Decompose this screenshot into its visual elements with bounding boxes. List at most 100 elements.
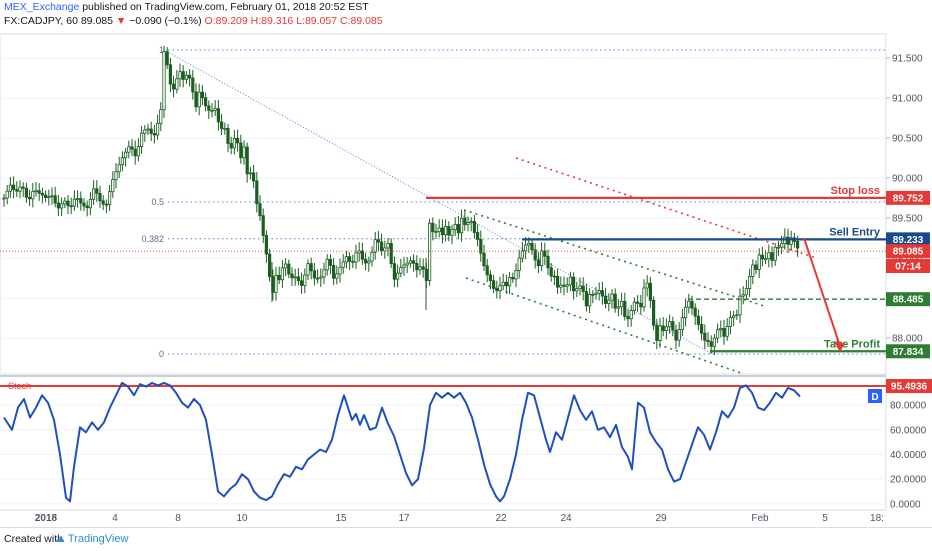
candle-body xyxy=(674,329,678,341)
candle-body xyxy=(69,205,73,208)
candle-body xyxy=(37,190,41,194)
candle-body xyxy=(79,198,83,204)
stoch-tick-label: 60.0000 xyxy=(890,425,927,436)
candle-body xyxy=(661,325,665,331)
candle-body xyxy=(639,302,643,308)
candle-body xyxy=(533,249,537,261)
candle-body xyxy=(114,171,118,180)
candle-body xyxy=(290,273,294,279)
trend-lines[interactable] xyxy=(463,157,817,375)
candle-body xyxy=(21,186,25,189)
candle-body xyxy=(514,270,518,280)
down-arrow-icon: ▼ xyxy=(115,15,127,27)
candle-body xyxy=(152,133,156,136)
candle-body xyxy=(309,263,313,272)
stoch-tick-label: 40.0000 xyxy=(890,450,927,461)
candle-body xyxy=(187,74,192,79)
candle-body xyxy=(562,284,566,287)
candle-body xyxy=(18,186,22,192)
candle-body xyxy=(303,274,307,286)
candle-body xyxy=(610,293,614,301)
candle-body xyxy=(776,246,781,249)
candle-body xyxy=(34,190,38,193)
candle-body xyxy=(751,264,755,277)
candle-body xyxy=(264,235,269,255)
fib-retracement[interactable]: 1 0.5 0.382 0 xyxy=(141,45,886,359)
candle-body xyxy=(728,317,733,327)
candle-body xyxy=(607,299,611,304)
candle-body xyxy=(536,259,541,267)
candle-body xyxy=(360,250,365,260)
candle-body xyxy=(85,205,89,209)
candle-body xyxy=(498,285,502,292)
candle-body xyxy=(389,243,393,264)
candle-body xyxy=(306,263,310,276)
resistance-trendline xyxy=(515,157,817,259)
symbol-name[interactable]: FX:CADJPY, 60 xyxy=(4,15,78,27)
candle-body xyxy=(226,127,230,144)
stoch-tick-label: 20.0000 xyxy=(890,475,927,486)
candle-body xyxy=(463,217,467,225)
chart-area[interactable]: 1 0.5 0.382 0 Stop loss Sell Entry Take Profi… xyxy=(0,0,932,527)
candle-body xyxy=(72,198,76,207)
candle-body xyxy=(88,198,92,209)
time-tick-label: 18: xyxy=(870,513,884,524)
candle-body xyxy=(120,157,124,166)
candle-body xyxy=(575,288,579,292)
level-price-tag xyxy=(886,292,930,307)
candle-body xyxy=(527,242,531,246)
candle-body xyxy=(24,187,29,198)
time-tick-label: 8 xyxy=(175,513,181,524)
tradingview-logo[interactable]: ☁ TradingView xyxy=(54,532,128,545)
candle-body xyxy=(584,291,589,307)
candle-body xyxy=(501,281,505,287)
arrow-head-icon xyxy=(834,341,845,353)
stoch-tick-label: 80.0000 xyxy=(890,401,927,412)
candle-body xyxy=(197,91,201,108)
candle-body xyxy=(31,191,35,200)
stoch-series xyxy=(3,381,801,503)
time-tick-label: 4 xyxy=(112,513,118,524)
candle-body xyxy=(296,276,301,282)
level-name: Stop loss xyxy=(830,185,880,197)
candle-body xyxy=(456,224,461,234)
candle-body xyxy=(261,215,265,236)
candle-body xyxy=(732,315,736,319)
time-tick-label: 24 xyxy=(560,513,572,524)
candle-body xyxy=(111,179,115,193)
stoch-tick-label: 0.0000 xyxy=(890,499,921,510)
candle-body xyxy=(136,146,140,157)
candle-body xyxy=(411,260,416,264)
candle-body xyxy=(223,127,227,130)
candle-body xyxy=(328,258,333,266)
candle-body xyxy=(552,275,557,278)
trade-levels[interactable]: Stop loss Sell Entry Take Profit xyxy=(426,185,886,353)
candle-body xyxy=(645,282,649,289)
candle-body xyxy=(652,299,656,326)
candle-body xyxy=(770,252,774,261)
candle-body xyxy=(200,91,204,99)
candle-body xyxy=(239,142,243,159)
candle-body xyxy=(245,146,249,175)
time-tick-label: Feb xyxy=(751,513,769,524)
current-price-label: 89.085 xyxy=(893,247,924,258)
candle-body xyxy=(232,137,236,149)
candle-body xyxy=(488,274,493,282)
candle-body xyxy=(549,267,553,277)
candle-body xyxy=(722,328,726,337)
candle-body xyxy=(299,280,304,286)
stoch-badge[interactable]: D xyxy=(868,389,882,403)
candle-body xyxy=(616,306,621,309)
candle-body xyxy=(459,217,464,234)
level-name: Sell Entry xyxy=(829,226,881,238)
candle-body xyxy=(556,275,560,288)
candle-body xyxy=(716,329,720,339)
candle-body xyxy=(604,295,608,304)
symbol-line: FX:CADJPY, 60 89.085 ▼ −0.090 (−0.1%) O:… xyxy=(4,15,383,27)
candle-body xyxy=(11,184,16,191)
candle-body xyxy=(754,264,758,270)
candle-body xyxy=(15,189,19,192)
candle-body xyxy=(447,226,451,236)
candle-body xyxy=(524,244,528,252)
author-link[interactable]: MEX_Exchange xyxy=(4,1,80,13)
